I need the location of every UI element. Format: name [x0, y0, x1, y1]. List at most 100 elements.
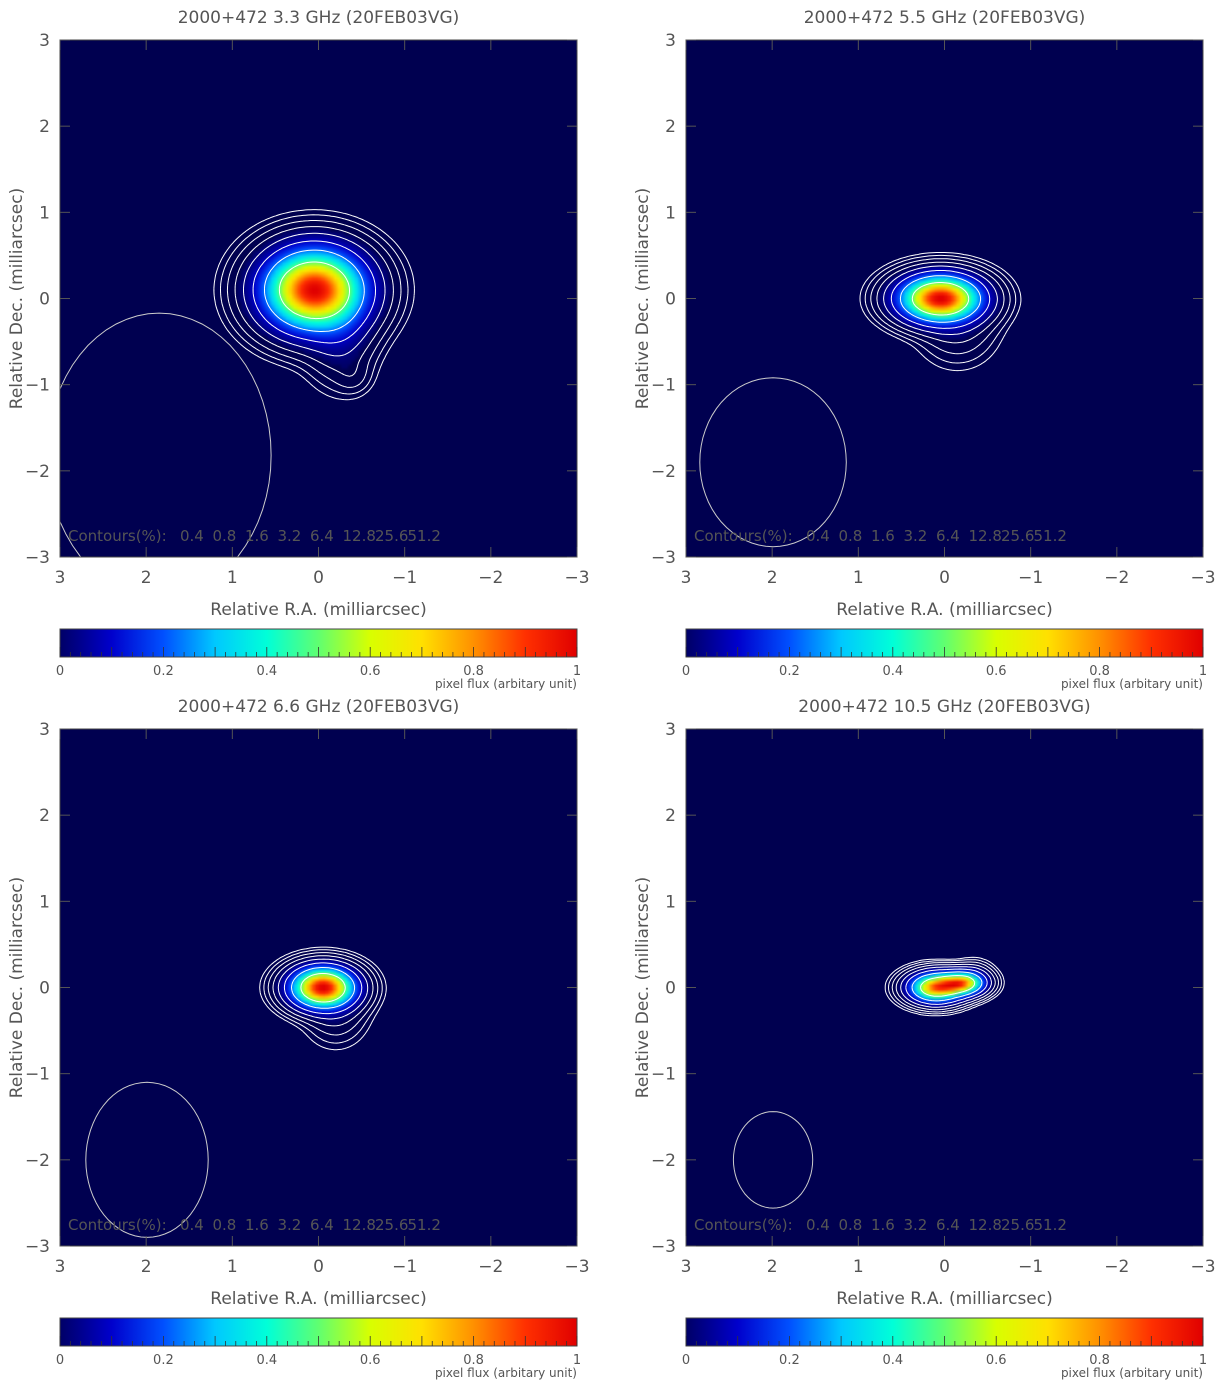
contour-level-3 — [267, 952, 379, 1036]
colorbar-tick-label: 0.6 — [986, 1353, 1007, 1368]
chart-title: 2000+472 10.5 GHz (20FEB03VG) — [798, 697, 1090, 717]
flux-image — [686, 729, 1203, 1246]
contour-level-3 — [891, 961, 999, 1013]
y-tick-label: 2 — [665, 806, 676, 826]
contour-level-6 — [905, 968, 988, 1005]
beam-ellipse — [732, 1111, 814, 1209]
colorbar-tick-label: 1 — [1199, 664, 1207, 679]
x-tick-label: −2 — [1104, 568, 1129, 588]
x-tick-label: −3 — [564, 1257, 589, 1277]
contours-label: Contours(%): — [694, 527, 793, 545]
colorbar-tick-label: 0.4 — [882, 1353, 903, 1368]
y-tick-label: −3 — [651, 548, 676, 568]
y-tick-label: −1 — [651, 1065, 676, 1085]
contour-level-label: 0.4 — [180, 1216, 204, 1234]
contour-level-2 — [864, 254, 1017, 364]
contour-level-label: 0.8 — [213, 527, 237, 545]
contour-set — [859, 252, 1022, 372]
panel-1: Contours(%): 0.4 0.8 1.6 3.2 6.4 12.8 25.6 51.2 3… — [7, 8, 590, 691]
contour-level-label: 0.8 — [839, 527, 863, 545]
contour-level-4 — [876, 261, 1005, 344]
x-axis-label: Relative R.A. (milliarcsec) — [210, 1289, 426, 1309]
contour-level-8 — [920, 975, 976, 997]
y-tick-label: 0 — [39, 979, 50, 999]
contours-label: Contours(%): — [68, 527, 167, 545]
contour-level-label: 6.4 — [936, 527, 960, 545]
y-tick-label: 3 — [665, 31, 676, 51]
y-tick-label: 0 — [665, 290, 676, 310]
colorbar-label: pixel flux (arbitary unit) — [1061, 677, 1203, 691]
y-tick-label: −1 — [651, 376, 676, 396]
y-tick-label: 1 — [665, 892, 676, 912]
x-tick-label: −3 — [564, 568, 589, 588]
colorbar-tick-label: 0.8 — [1089, 1353, 1110, 1368]
contour-set — [884, 956, 1005, 1017]
contour-level-8 — [300, 973, 346, 1003]
x-tick-label: −2 — [1104, 1257, 1129, 1277]
y-axis-label: Relative Dec. (milliarcsec) — [7, 877, 27, 1098]
colorbar-tick-label: 0.2 — [779, 1353, 800, 1368]
y-tick-label: −1 — [25, 376, 50, 396]
y-tick-label: −3 — [25, 548, 50, 568]
contour-level-7 — [911, 971, 983, 1002]
colorbar-tick-label: 0.8 — [1089, 664, 1110, 679]
contour-level-5 — [243, 232, 386, 357]
contour-level-8 — [911, 282, 970, 316]
x-tick-label: 0 — [939, 568, 950, 588]
colorbar-tick-label: 0.6 — [986, 664, 1007, 679]
y-tick-label: −2 — [651, 1151, 676, 1171]
y-tick-label: 1 — [665, 203, 676, 223]
contour-level-3 — [870, 258, 1011, 355]
colorbar-tick-label: 0 — [56, 1353, 64, 1368]
x-tick-label: 0 — [313, 1257, 324, 1277]
contour-level-2 — [888, 959, 1002, 1015]
x-axis-label: Relative R.A. (milliarcsec) — [836, 1289, 1052, 1309]
contour-level-1 — [859, 252, 1022, 372]
x-tick-label: 3 — [681, 568, 692, 588]
x-tick-label: 1 — [853, 568, 864, 588]
x-tick-label: 2 — [767, 1257, 778, 1277]
y-tick-label: 0 — [665, 979, 676, 999]
y-tick-label: 0 — [39, 290, 50, 310]
x-tick-label: −3 — [1190, 1257, 1215, 1277]
contour-level-5 — [277, 958, 369, 1020]
y-tick-label: −3 — [651, 1237, 676, 1257]
contour-set — [259, 946, 387, 1051]
contour-level-7 — [291, 967, 356, 1009]
colorbar-tick-label: 0 — [682, 1353, 690, 1368]
panel-2: Contours(%): 0.4 0.8 1.6 3.2 6.4 12.8 25.6 51.2 3… — [633, 8, 1216, 691]
chart-title: 2000+472 3.3 GHz (20FEB03VG) — [178, 8, 460, 28]
y-tick-label: −2 — [25, 462, 50, 482]
contour-level-4 — [234, 226, 394, 377]
colorbar-tick-label: 0.6 — [360, 664, 381, 679]
colorbar-tick-label: 0.8 — [463, 664, 484, 679]
contour-level-5 — [900, 966, 992, 1008]
x-tick-label: −1 — [1018, 1257, 1043, 1277]
flux-image — [686, 40, 1203, 557]
y-tick-label: 3 — [39, 31, 50, 51]
contour-level-label: 51.2 — [408, 527, 441, 545]
contour-level-3 — [226, 220, 402, 388]
beam-ellipse — [699, 377, 847, 548]
x-tick-label: −3 — [1190, 568, 1215, 588]
contour-level-4 — [272, 955, 374, 1027]
contour-level-label: 25.6 — [1001, 1216, 1034, 1234]
colorbar-tick-label: 0.2 — [153, 664, 174, 679]
contours-label: Contours(%): — [694, 1216, 793, 1234]
x-tick-label: 3 — [55, 1257, 66, 1277]
colorbar-tick-label: 0.8 — [463, 1353, 484, 1368]
x-tick-label: 2 — [141, 1257, 152, 1277]
contour-level-label: 25.6 — [375, 527, 408, 545]
contour-level-label: 51.2 — [1034, 527, 1067, 545]
x-tick-label: 2 — [141, 568, 152, 588]
contour-set — [213, 209, 415, 401]
x-tick-label: 0 — [939, 1257, 950, 1277]
x-tick-label: 0 — [313, 568, 324, 588]
contour-level-2 — [220, 214, 409, 395]
colorbar-tick-label: 0 — [682, 664, 690, 679]
colorbar-label: pixel flux (arbitary unit) — [435, 1366, 577, 1380]
y-tick-label: 1 — [39, 892, 50, 912]
colorbar-label: pixel flux (arbitary unit) — [1061, 1366, 1203, 1380]
